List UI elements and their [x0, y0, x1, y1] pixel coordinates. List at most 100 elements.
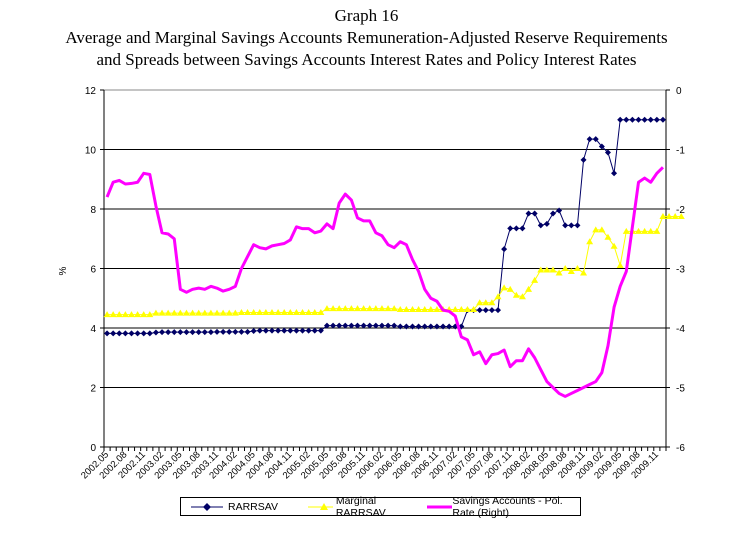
data-point [635, 116, 642, 123]
data-point [262, 309, 270, 316]
data-point [611, 170, 618, 177]
legend-item-marginal-rarrsav: Marginal RARRSAV [306, 495, 405, 519]
data-point [427, 323, 434, 330]
data-point [182, 309, 190, 316]
data-point [482, 299, 490, 306]
data-point [109, 311, 117, 318]
data-point [207, 329, 214, 336]
data-point [598, 143, 605, 150]
data-point [574, 222, 581, 229]
data-point [549, 210, 556, 217]
legend-label: RARRSAV [228, 500, 278, 513]
data-point [183, 329, 190, 336]
data-point [115, 311, 123, 318]
data-point [122, 330, 129, 337]
gridlines [104, 89, 666, 388]
data-point [127, 311, 135, 318]
data-point [354, 305, 362, 312]
data-point [293, 327, 300, 334]
data-point [391, 322, 398, 329]
data-point [347, 305, 355, 312]
data-point [329, 305, 337, 312]
data-point [176, 309, 184, 316]
data-point [385, 322, 392, 329]
data-point [140, 311, 148, 318]
data-point [220, 328, 227, 335]
data-point [378, 322, 385, 329]
data-point [219, 309, 227, 316]
data-point [659, 212, 667, 219]
y-tick-label: 10 [85, 146, 97, 157]
data-point [488, 299, 496, 306]
data-point [556, 207, 563, 214]
y2-tick-label: 0 [676, 86, 682, 97]
data-point [195, 309, 203, 316]
y-tick-label: 2 [90, 384, 96, 395]
y2-tick-label: -1 [676, 146, 685, 157]
data-point [555, 269, 563, 276]
data-point [470, 306, 478, 313]
y2-tick-label: -3 [676, 265, 685, 276]
chart-title: Graph 16 [334, 6, 399, 25]
data-point [671, 212, 679, 219]
data-point [366, 305, 374, 312]
data-point [354, 322, 361, 329]
data-point [610, 242, 618, 249]
data-point [617, 116, 624, 123]
data-point [140, 330, 147, 337]
data-point [457, 306, 465, 313]
data-point [274, 309, 282, 316]
data-point [616, 262, 624, 269]
data-point [292, 309, 300, 316]
data-point [604, 233, 612, 240]
data-point [336, 322, 343, 329]
data-point [159, 329, 166, 336]
data-point [231, 309, 239, 316]
data-point [507, 225, 514, 232]
legend-item-savings-spread: Savings Accounts - Pol. Rate (Right) [425, 495, 580, 519]
data-point [494, 293, 502, 300]
data-point [495, 307, 502, 314]
data-point [116, 330, 123, 337]
legend-label: Savings Accounts - Pol. Rate (Right) [452, 494, 563, 519]
data-point [317, 309, 325, 316]
data-point [409, 323, 416, 330]
data-point [121, 311, 129, 318]
data-point [201, 309, 209, 316]
data-point [549, 266, 557, 273]
chart-subtitle-line-2: and Spreads between Savings Accounts Int… [96, 50, 637, 69]
data-point [134, 311, 142, 318]
data-point [262, 327, 269, 334]
data-point [488, 307, 495, 314]
data-point [158, 309, 166, 316]
y-axis-label: % [58, 266, 69, 275]
data-point [421, 306, 429, 313]
data-point [323, 305, 331, 312]
series-marginal-rarrsav [103, 212, 685, 318]
data-point [299, 327, 306, 334]
data-point [384, 305, 392, 312]
triangle-marker-line-icon [307, 502, 333, 510]
data-point [348, 322, 355, 329]
data-point [500, 284, 508, 291]
data-point [537, 266, 545, 273]
data-point [323, 322, 330, 329]
data-point [226, 328, 233, 335]
data-point [567, 267, 575, 274]
data-point [592, 226, 600, 233]
diamond-marker-line-icon [191, 502, 223, 511]
data-point [543, 266, 551, 273]
y2-tick-label: -5 [676, 384, 685, 395]
data-point [237, 309, 245, 316]
data-point [244, 309, 252, 316]
series-layer [103, 116, 685, 398]
data-point [463, 306, 471, 313]
legend: RARRSAV Marginal RARRSAV Savings Account… [180, 495, 581, 519]
data-point [402, 306, 410, 313]
data-point [225, 309, 233, 316]
data-point [543, 220, 550, 227]
data-point [440, 323, 447, 330]
y-tick-label: 6 [90, 265, 96, 276]
data-point [360, 305, 368, 312]
data-point [280, 309, 288, 316]
